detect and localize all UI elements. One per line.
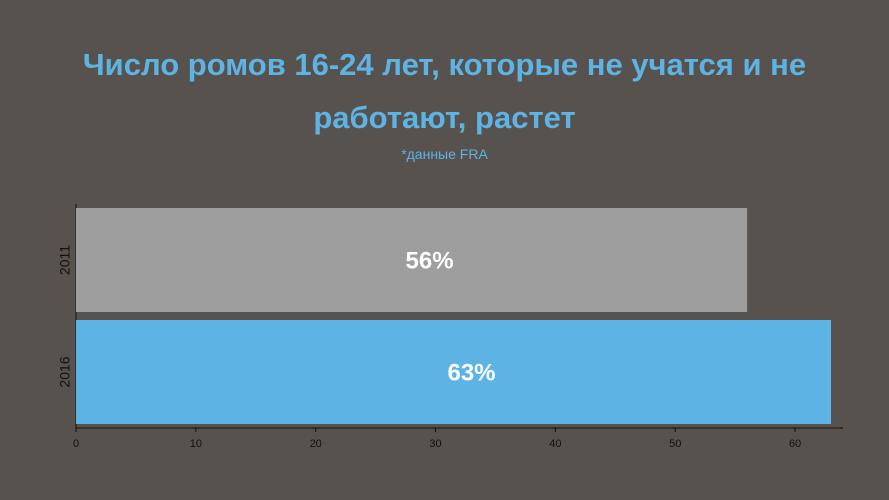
x-tick-label: 50 [669, 438, 681, 450]
y-tick-label: 2016 [57, 356, 73, 387]
y-tick-label: 2011 [57, 245, 73, 275]
x-tick-label: 40 [549, 438, 561, 450]
x-tick-label: 10 [190, 438, 202, 450]
value-label: 63% [447, 359, 495, 386]
bar [76, 208, 748, 312]
x-tick-label: 60 [789, 438, 801, 450]
bar [76, 320, 832, 424]
chart-title: Число ромов 16-24 лет, которые не учатся… [82, 47, 807, 135]
value-label: 56% [406, 247, 454, 274]
chart-subtitle: *данные FRA [401, 146, 488, 162]
x-tick-label: 0 [73, 438, 79, 450]
x-tick-label: 30 [429, 438, 441, 450]
x-tick-label: 20 [310, 438, 322, 450]
